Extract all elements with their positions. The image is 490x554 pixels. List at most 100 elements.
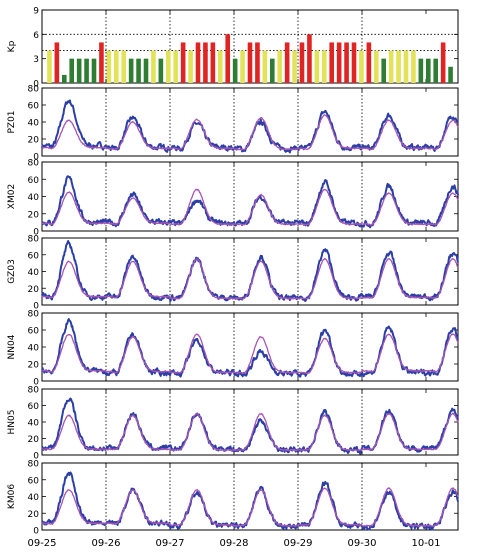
y-tick-label: 0: [33, 153, 39, 163]
kp-bar: [381, 58, 387, 83]
series-model-line: [41, 333, 459, 375]
kp-bar: [151, 50, 156, 83]
kp-bar: [321, 50, 327, 83]
kp-bar: [232, 58, 238, 83]
y-tick-label: 40: [28, 344, 40, 354]
kp-bar: [255, 42, 260, 83]
series-model-line: [41, 188, 459, 226]
y-tick-label: 0: [33, 228, 39, 238]
y-tick-label: 0: [33, 302, 39, 312]
panel-kp: 0 3 6 9 Kp: [7, 7, 459, 90]
panel-nn04: 0 20 40 60 80 NN04: [7, 310, 459, 388]
panel-gz03: 0 20 40 60 80 GZ03: [7, 235, 459, 312]
y-axis-label: GZ03: [7, 259, 17, 284]
y-tick-label: 40: [28, 419, 40, 429]
panel-hn05: 0 20 40 60 80 HN05: [7, 386, 459, 462]
y-tick-label: 60: [28, 102, 40, 112]
series-observed-line: [41, 99, 459, 154]
panel-xm02: 0 20 40 60 80 XM02: [7, 159, 459, 238]
y-tick-label: 40: [28, 193, 40, 203]
series-model-line: [41, 114, 459, 151]
kp-bar: [440, 42, 446, 83]
kp-bar: [366, 42, 372, 83]
kp-bar: [433, 58, 439, 83]
kp-bar: [217, 50, 223, 83]
kp-bar: [188, 50, 193, 83]
y-tick-label: 40: [28, 119, 40, 129]
y-tick-label: 80: [28, 159, 40, 169]
kp-bar: [448, 66, 453, 83]
y-tick-label: 60: [28, 476, 40, 486]
y-tick-label: 40: [28, 268, 40, 278]
y-tick-label: 80: [28, 310, 40, 320]
kp-bar: [143, 58, 149, 83]
kp-bar: [388, 50, 394, 83]
kp-bar: [344, 42, 349, 83]
series-model-line: [41, 412, 459, 452]
kp-bar: [61, 74, 67, 83]
series-observed-line: [41, 175, 459, 229]
kp-bar: [269, 58, 275, 83]
kp-bar: [373, 50, 379, 83]
y-tick-label: 0: [33, 452, 39, 462]
x-tick-label: 09-27: [155, 538, 184, 549]
y-tick-label: 60: [28, 176, 40, 186]
kp-bar: [351, 42, 357, 83]
y-tick-label: 0: [33, 80, 39, 90]
y-tick-label: 80: [28, 235, 40, 245]
kp-bar: [69, 58, 75, 83]
y-tick-label: 0: [33, 527, 39, 537]
y-tick-label: 20: [28, 435, 40, 445]
kp-bar: [262, 50, 268, 83]
y-tick-label: 6: [33, 31, 39, 41]
kp-bar: [158, 58, 164, 83]
x-tick-label: 09-26: [91, 538, 120, 549]
kp-bar: [247, 42, 253, 83]
kp-bar: [396, 50, 401, 83]
y-axis-label: KM06: [7, 484, 17, 509]
x-tick-label: 09-28: [219, 538, 248, 549]
kp-bar: [314, 50, 320, 83]
kp-bar: [84, 58, 89, 83]
panel-pz01: 0 20 40 60 80 PZ01: [7, 85, 459, 163]
kp-bar: [113, 50, 119, 83]
y-tick-label: 20: [28, 510, 40, 520]
series-observed-line: [41, 397, 459, 455]
y-tick-label: 20: [28, 136, 40, 146]
kp-bar: [91, 58, 97, 83]
kp-bar: [99, 42, 104, 83]
kp-bar: [284, 42, 290, 83]
kp-bar: [359, 50, 364, 83]
kp-bar: [47, 50, 52, 83]
y-tick-label: 3: [33, 55, 39, 65]
kp-bar: [411, 50, 416, 83]
kp-bar: [277, 50, 283, 83]
kp-bar: [76, 58, 82, 83]
y-tick-label: 80: [28, 85, 40, 95]
y-axis-label: HN05: [7, 410, 17, 435]
panel-km06: 0 20 40 60 80 KM06: [7, 460, 459, 537]
y-tick-label: 0: [33, 378, 39, 388]
kp-bar: [106, 50, 112, 83]
x-tick-label: 09-30: [347, 538, 376, 549]
y-tick-label: 20: [28, 285, 40, 295]
y-tick-label: 60: [28, 251, 40, 261]
kp-bar: [336, 42, 342, 83]
y-axis-label: XM02: [7, 184, 17, 209]
y-tick-label: 20: [28, 361, 40, 371]
kp-bar: [403, 50, 409, 83]
y-axis-label: PZ01: [7, 110, 17, 133]
y-tick-label: 20: [28, 210, 40, 220]
series-model-line: [41, 257, 459, 300]
panel-frame: [41, 462, 459, 531]
kp-bar: [136, 58, 141, 83]
x-tick-label: 10-01: [411, 538, 440, 549]
kp-bar: [195, 42, 201, 83]
kp-bar: [329, 42, 335, 83]
y-tick-label: 60: [28, 327, 40, 337]
kp-bar: [292, 50, 297, 83]
kp-bar: [54, 42, 60, 83]
kp-bar: [203, 42, 208, 83]
y-tick-label: 80: [28, 460, 40, 470]
